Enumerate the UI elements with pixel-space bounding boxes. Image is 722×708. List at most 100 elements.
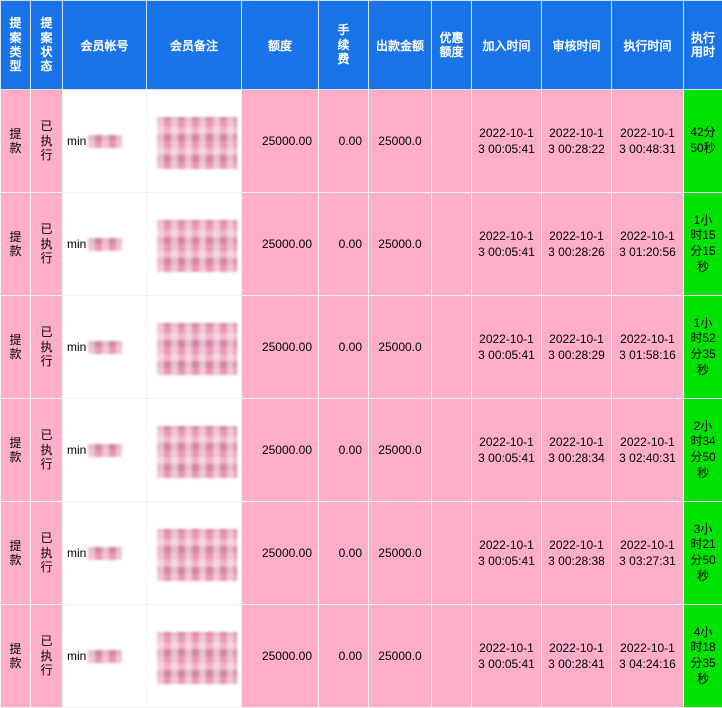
cell-member-account: min [63, 605, 147, 708]
cell-member-account: min [63, 502, 147, 605]
column-header-exec-duration: 执行用时 [684, 1, 722, 90]
cell-exec-time: 2022-10-13 01:20:56 [612, 193, 684, 296]
cell-audit-time: 2022-10-13 00:28:34 [542, 399, 612, 502]
cell-exec-duration: 2小时34分50秒 [684, 399, 722, 502]
cell-proposal-status: 已执行 [31, 605, 63, 708]
cell-discount [432, 90, 472, 193]
cell-join-time: 2022-10-13 00:05:41 [472, 605, 542, 708]
cell-amount: 25000.00 [242, 193, 319, 296]
cell-member-remark [147, 502, 242, 605]
cell-proposal-status: 已执行 [31, 193, 63, 296]
cell-fee: 0.00 [319, 193, 369, 296]
cell-exec-duration: 4小时18分35秒 [684, 605, 722, 708]
column-header-audit-time: 审核时间 [542, 1, 612, 90]
column-header-proposal-type: 提案类型 [1, 1, 31, 90]
cell-payout: 25000.0 [369, 296, 432, 399]
cell-join-time: 2022-10-13 00:05:41 [472, 502, 542, 605]
column-header-member-remark: 会员备注 [147, 1, 242, 90]
cell-proposal-status: 已执行 [31, 90, 63, 193]
cell-proposal-type: 提款 [1, 502, 31, 605]
cell-join-time: 2022-10-13 00:05:41 [472, 90, 542, 193]
cell-exec-time: 2022-10-13 03:27:31 [612, 502, 684, 605]
cell-exec-duration: 1小时15分15秒 [684, 193, 722, 296]
cell-join-time: 2022-10-13 00:05:41 [472, 193, 542, 296]
cell-amount: 25000.00 [242, 399, 319, 502]
column-header-discount-amount: 优惠额度 [432, 1, 472, 90]
redacted-remark-mosaic [157, 117, 237, 169]
cell-exec-time: 2022-10-13 01:58:16 [612, 296, 684, 399]
redacted-remark-mosaic [157, 529, 237, 581]
cell-exec-duration: 1小时52分35秒 [684, 296, 722, 399]
redacted-remark-mosaic [157, 426, 237, 478]
redacted-account-mosaic [88, 547, 122, 560]
column-header-fee: 手续费 [319, 1, 369, 90]
table-row: 提款 已执行 min 25000.00 0.00 25000.0 2022-10… [1, 399, 722, 502]
cell-proposal-type: 提款 [1, 296, 31, 399]
table-row: 提款 已执行 min 25000.00 0.00 25000.0 2022-10… [1, 193, 722, 296]
cell-member-account: min [63, 399, 147, 502]
cell-exec-duration: 3小时21分50秒 [684, 502, 722, 605]
cell-amount: 25000.00 [242, 296, 319, 399]
cell-proposal-type: 提款 [1, 399, 31, 502]
cell-fee: 0.00 [319, 502, 369, 605]
table-row: 提款 已执行 min 25000.00 0.00 25000.0 2022-10… [1, 502, 722, 605]
cell-member-remark [147, 296, 242, 399]
column-header-proposal-status: 提案状态 [31, 1, 63, 90]
cell-payout: 25000.0 [369, 605, 432, 708]
cell-exec-time: 2022-10-13 00:48:31 [612, 90, 684, 193]
cell-member-remark [147, 605, 242, 708]
cell-payout: 25000.0 [369, 90, 432, 193]
cell-payout: 25000.0 [369, 193, 432, 296]
cell-amount: 25000.00 [242, 605, 319, 708]
cell-fee: 0.00 [319, 296, 369, 399]
cell-proposal-status: 已执行 [31, 399, 63, 502]
cell-member-remark [147, 399, 242, 502]
column-header-amount: 额度 [242, 1, 319, 90]
redacted-account-mosaic [88, 135, 122, 148]
cell-proposal-status: 已执行 [31, 296, 63, 399]
cell-amount: 25000.00 [242, 502, 319, 605]
cell-proposal-type: 提款 [1, 193, 31, 296]
cell-exec-duration: 42分50秒 [684, 90, 722, 193]
column-header-payout-amount: 出款金额 [369, 1, 432, 90]
cell-audit-time: 2022-10-13 00:28:41 [542, 605, 612, 708]
column-header-member-account: 会员帐号 [63, 1, 147, 90]
column-header-exec-time: 执行时间 [612, 1, 684, 90]
cell-member-account: min [63, 296, 147, 399]
cell-join-time: 2022-10-13 00:05:41 [472, 296, 542, 399]
redacted-account-mosaic [88, 341, 122, 354]
table-row: 提款 已执行 min 25000.00 0.00 25000.0 2022-10… [1, 90, 722, 193]
cell-audit-time: 2022-10-13 00:28:29 [542, 296, 612, 399]
redacted-account-mosaic [88, 444, 122, 457]
cell-amount: 25000.00 [242, 90, 319, 193]
cell-exec-time: 2022-10-13 04:24:16 [612, 605, 684, 708]
cell-proposal-type: 提款 [1, 605, 31, 708]
cell-audit-time: 2022-10-13 00:28:38 [542, 502, 612, 605]
cell-fee: 0.00 [319, 399, 369, 502]
column-header-join-time: 加入时间 [472, 1, 542, 90]
cell-discount [432, 193, 472, 296]
redacted-account-mosaic [88, 238, 122, 251]
redacted-remark-mosaic [157, 220, 237, 272]
cell-member-account: min [63, 90, 147, 193]
cell-discount [432, 296, 472, 399]
table-row: 提款 已执行 min 25000.00 0.00 25000.0 2022-10… [1, 605, 722, 708]
redacted-remark-mosaic [157, 323, 237, 375]
cell-discount [432, 399, 472, 502]
redacted-remark-mosaic [157, 632, 237, 684]
cell-proposal-type: 提款 [1, 90, 31, 193]
cell-payout: 25000.0 [369, 399, 432, 502]
cell-join-time: 2022-10-13 00:05:41 [472, 399, 542, 502]
header-row: 提案类型 提案状态 会员帐号 会员备注 额度 手续费 出款金额 优惠额度 加入时… [1, 1, 722, 90]
cell-fee: 0.00 [319, 605, 369, 708]
cell-member-remark [147, 193, 242, 296]
cell-discount [432, 502, 472, 605]
cell-discount [432, 605, 472, 708]
cell-member-remark [147, 90, 242, 193]
cell-proposal-status: 已执行 [31, 502, 63, 605]
cell-audit-time: 2022-10-13 00:28:26 [542, 193, 612, 296]
cell-audit-time: 2022-10-13 00:28:22 [542, 90, 612, 193]
redacted-account-mosaic [88, 650, 122, 663]
table-row: 提款 已执行 min 25000.00 0.00 25000.0 2022-10… [1, 296, 722, 399]
